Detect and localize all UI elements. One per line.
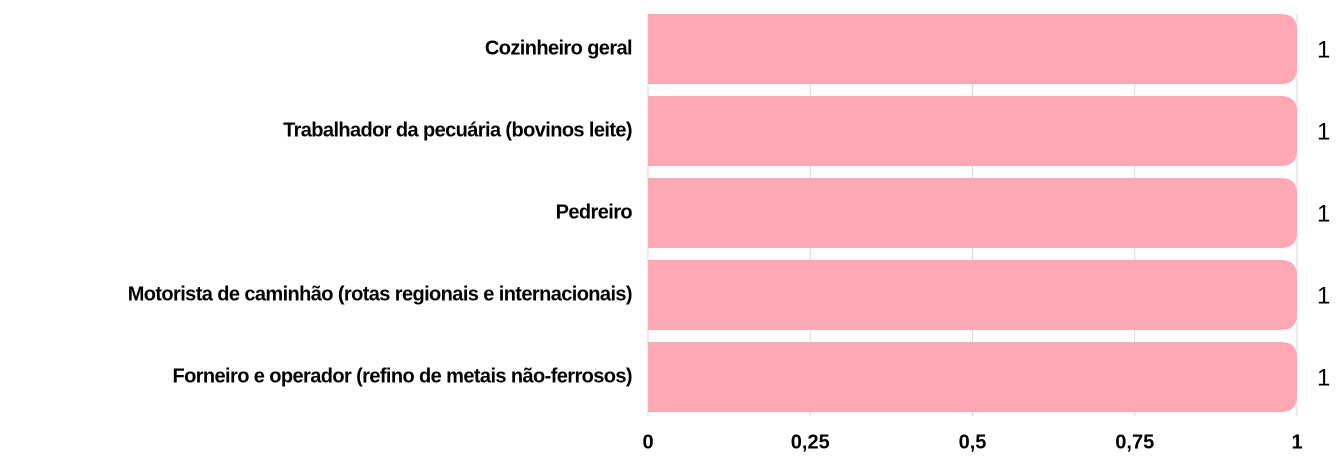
y-tick-label: Forneiro e operador (refino de metais nã… <box>173 365 633 387</box>
value-label: 1 <box>1317 282 1330 309</box>
x-tick-label: 0,5 <box>959 431 987 453</box>
bar <box>648 260 1297 330</box>
value-label: 1 <box>1317 36 1330 63</box>
x-tick-label: 0,25 <box>791 431 830 453</box>
x-tick-label: 0 <box>642 431 653 453</box>
bar <box>648 14 1297 84</box>
x-tick-label: 0,75 <box>1115 431 1154 453</box>
y-tick-label: Pedreiro <box>556 201 633 223</box>
bar <box>648 96 1297 166</box>
value-label: 1 <box>1317 364 1330 391</box>
x-tick-label: 1 <box>1291 431 1302 453</box>
y-tick-label: Trabalhador da pecuária (bovinos leite) <box>283 119 632 141</box>
bar <box>648 178 1297 248</box>
bar <box>648 342 1297 412</box>
value-label: 1 <box>1317 118 1330 145</box>
y-tick-label: Cozinheiro geral <box>485 37 632 59</box>
value-label: 1 <box>1317 200 1330 227</box>
y-tick-label: Motorista de caminhão (rotas regionais e… <box>128 283 632 305</box>
